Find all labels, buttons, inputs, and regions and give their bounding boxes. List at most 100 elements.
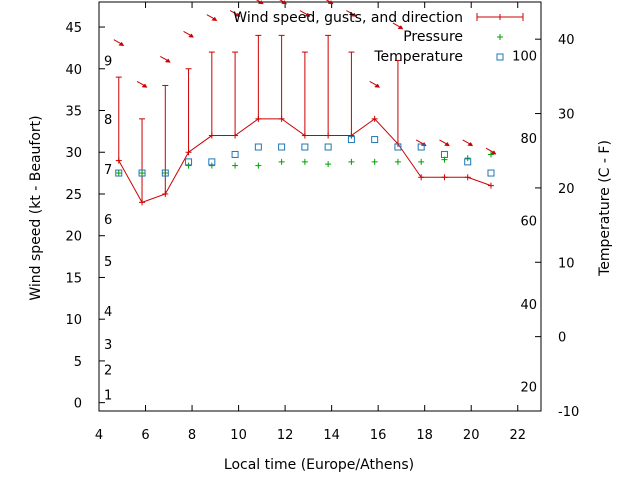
legend-wind-label: Wind speed, gusts, and direction — [233, 10, 463, 26]
y-left-tick-label: 35 — [65, 105, 82, 120]
wind-direction-arrow — [183, 30, 195, 38]
fahrenheit-label: 80 — [520, 132, 537, 147]
beaufort-label: 2 — [104, 363, 112, 378]
arrow-head — [118, 41, 125, 47]
temperature-point — [487, 169, 495, 177]
wind-direction-arrow — [279, 0, 288, 5]
arrow-head — [350, 12, 357, 17]
x-tick-label: 18 — [416, 428, 433, 443]
x-tick-label: 4 — [95, 428, 103, 443]
wind-direction-arrow — [439, 139, 450, 147]
plot-frame — [98, 1, 542, 412]
x-tick-label: 14 — [323, 428, 340, 443]
temperature-point — [464, 158, 472, 166]
arrow-head — [374, 83, 381, 88]
temperature-point — [231, 150, 239, 158]
wind-direction-arrow — [229, 10, 241, 17]
fahrenheit-label: 100 — [512, 50, 537, 65]
y-right-tick-label: 40 — [558, 33, 575, 48]
y-right-tick-label: 10 — [558, 256, 575, 271]
wind-direction-arrow — [346, 10, 357, 17]
beaufort-label: 6 — [104, 213, 112, 228]
y-left-tick-label: 0 — [74, 397, 82, 412]
temperature-point — [278, 143, 286, 151]
arrow-head — [467, 141, 474, 147]
temperature-point — [254, 143, 262, 151]
beaufort-label: 4 — [104, 305, 112, 320]
x-tick-label: 12 — [277, 428, 294, 443]
legend-temperature-label: Temperature — [373, 49, 463, 65]
y-left-tick-label: 5 — [74, 355, 82, 370]
y-right-tick-label: 0 — [558, 331, 566, 346]
x-tick-label: 20 — [463, 428, 480, 443]
temperature-point — [138, 169, 146, 177]
beaufort-label: 1 — [104, 388, 112, 403]
beaufort-label: 8 — [104, 113, 112, 128]
temperature-point — [208, 158, 216, 166]
wind-direction-arrow — [369, 81, 381, 88]
x-tick-label: 6 — [141, 428, 149, 443]
wind-direction-arrow — [299, 10, 311, 17]
y-left-tick-label: 45 — [65, 21, 82, 36]
x-tick-label: 16 — [370, 428, 387, 443]
temperature-point — [324, 143, 332, 151]
temperature-point — [417, 143, 425, 151]
y-axis-title-left: Wind speed (kt - Beaufort) — [28, 115, 44, 300]
x-tick-label: 10 — [230, 428, 247, 443]
temperature-point — [440, 150, 448, 158]
y-right-tick-label: 20 — [558, 182, 575, 197]
y-right-tick-label: -10 — [558, 405, 579, 420]
beaufort-label: 3 — [104, 338, 112, 353]
temperature-point — [161, 169, 169, 177]
x-tick-label: 8 — [188, 428, 196, 443]
y-axis-title-right: Temperature (C - F) — [597, 140, 613, 277]
temperature-point — [185, 158, 193, 166]
wind-direction-arrow — [160, 55, 171, 63]
temperature-point — [115, 169, 123, 177]
fahrenheit-label: 20 — [520, 380, 537, 395]
temperature-point — [347, 136, 355, 144]
y-right-tick-label: 30 — [558, 108, 575, 123]
legend-temperature-marker — [496, 53, 504, 61]
fahrenheit-label: 40 — [520, 298, 537, 313]
y-left-tick-label: 15 — [65, 271, 82, 286]
arrow-head — [234, 12, 241, 17]
wind-direction-arrow — [325, 0, 334, 5]
legend-pressure-label: Pressure — [403, 29, 463, 45]
y-left-tick-label: 10 — [65, 313, 82, 328]
arrow-head — [188, 33, 195, 38]
y-left-tick-label: 40 — [65, 63, 82, 78]
wind-direction-arrow — [113, 39, 125, 47]
temperature-point — [394, 143, 402, 151]
wind-direction-arrow — [462, 139, 474, 147]
arrow-head — [164, 58, 171, 63]
wind-direction-arrow — [206, 14, 218, 21]
temperature-point — [371, 136, 379, 144]
beaufort-label: 7 — [104, 163, 112, 178]
arrow-head — [327, 0, 334, 5]
wind-direction-arrow — [255, 0, 264, 5]
arrow-head — [257, 0, 264, 5]
beaufort-label: 9 — [104, 54, 112, 69]
wind-direction-arrow — [136, 81, 148, 88]
series-group — [113, 0, 497, 206]
legend: Wind speed, gusts, and direction Pressure… — [233, 10, 524, 65]
axes-group: 4 6 8 10 12 14 16 18 20 22051015202530354045-1001… — [65, 1, 579, 443]
x-tick-label: 22 — [509, 428, 526, 443]
y-left-tick-label: 20 — [65, 230, 82, 245]
y-left-tick-label: 30 — [65, 146, 82, 161]
arrow-head — [397, 25, 404, 30]
arrow-head — [304, 12, 311, 17]
wind-direction-arrow — [392, 22, 404, 30]
arrow-head — [211, 16, 218, 21]
arrow-head — [443, 141, 450, 147]
fahrenheit-label: 60 — [520, 215, 537, 230]
x-axis-title: Local time (Europe/Athens) — [224, 457, 414, 473]
arrow-head — [281, 0, 288, 5]
temperature-point — [301, 143, 309, 151]
beaufort-label: 5 — [104, 255, 112, 270]
y-left-tick-label: 25 — [65, 188, 82, 203]
arrow-head — [141, 83, 148, 88]
